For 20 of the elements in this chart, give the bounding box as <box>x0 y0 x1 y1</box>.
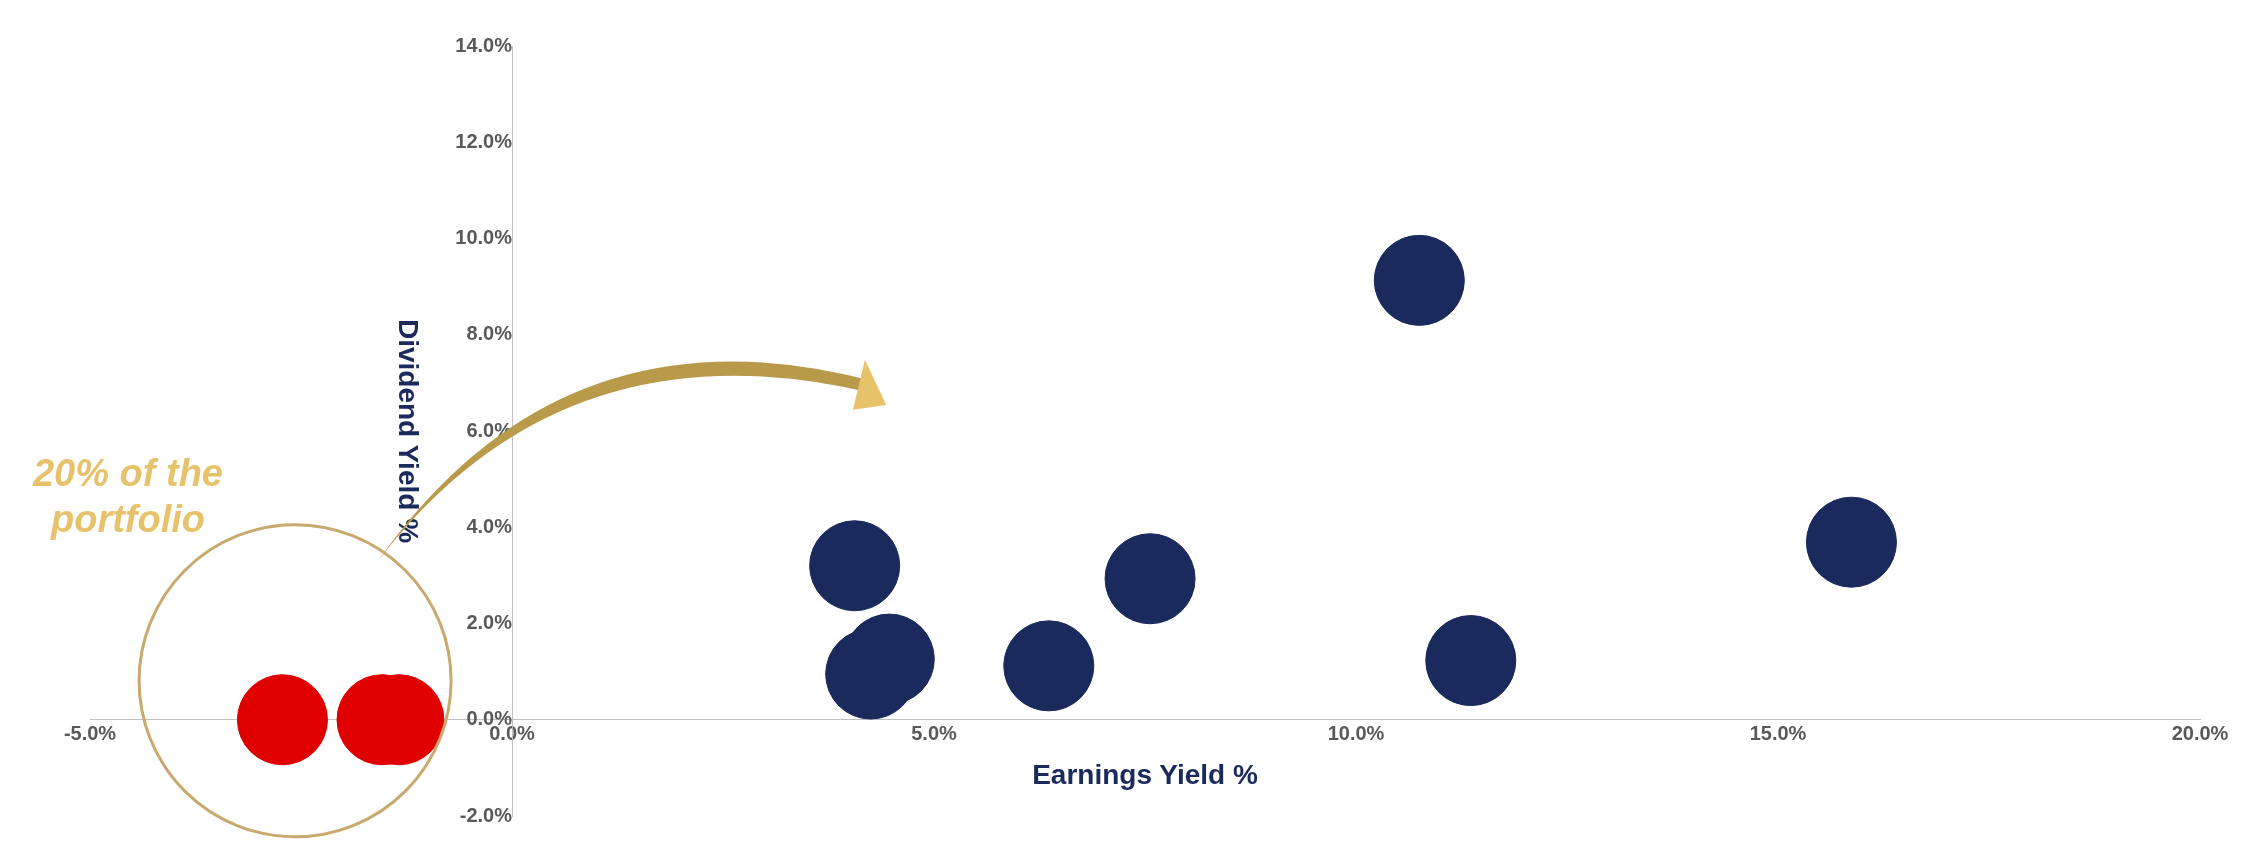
x-tick-label: 10.0% <box>1327 722 1385 745</box>
point <box>1805 496 1897 588</box>
y-tick-label: 8.0% <box>466 322 513 345</box>
point <box>1104 533 1196 625</box>
x-tick-label: 5.0% <box>911 722 958 745</box>
y-tick-label: 2.0% <box>466 611 513 634</box>
annotation: 20% of the portfolio <box>31 451 224 543</box>
point <box>1425 615 1517 707</box>
y-tick-label: 14.0% <box>455 33 513 56</box>
y-tick-label: 10.0% <box>455 226 513 249</box>
y-tick-label: -2.0% <box>459 803 513 826</box>
y-tick-label: 12.0% <box>455 129 513 152</box>
point <box>1373 234 1465 326</box>
x-tick-label: -5.0% <box>63 722 117 745</box>
point <box>1003 620 1095 712</box>
x-tick-label: 20.0% <box>2171 722 2229 745</box>
x-axis-title: Earnings Yield % <box>1032 759 1258 791</box>
point <box>809 520 901 612</box>
x-tick-label: 15.0% <box>1749 722 1807 745</box>
y-tick-label: 4.0% <box>466 514 513 537</box>
